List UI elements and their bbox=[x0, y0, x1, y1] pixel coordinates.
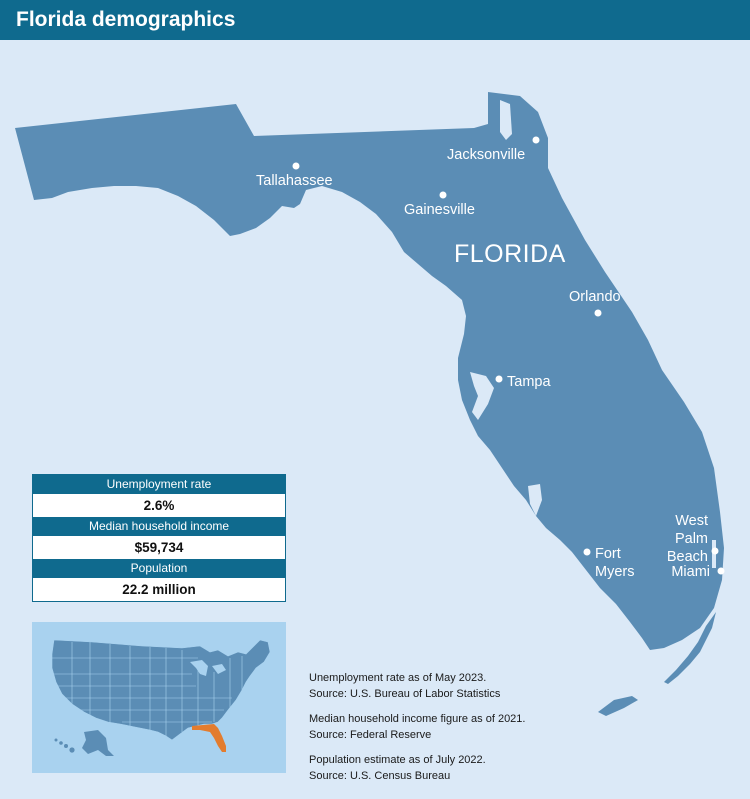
city-label-jacksonville: Jacksonville bbox=[447, 147, 525, 163]
population-label: Population bbox=[33, 559, 285, 578]
note-source: Source: Federal Reserve bbox=[309, 729, 432, 741]
note-source: Source: U.S. Bureau of Labor Statistics bbox=[309, 688, 501, 700]
charlotte-harbor bbox=[528, 484, 542, 516]
page-title: Florida demographics bbox=[16, 8, 236, 31]
city-dot-orlando bbox=[594, 309, 602, 317]
city-dot-tallahassee bbox=[292, 162, 300, 170]
note-line: Population estimate as of July 2022. bbox=[309, 754, 486, 766]
population-value: 22.2 million bbox=[33, 578, 285, 601]
header-bar: Florida demographics bbox=[0, 0, 750, 40]
note-income: Median household income figure as of 202… bbox=[309, 711, 729, 743]
state-label: FLORIDA bbox=[454, 240, 566, 268]
city-label-west-palm-beach: West Palm Beach bbox=[667, 513, 708, 565]
florida-highlight bbox=[192, 724, 226, 752]
florida-keys bbox=[664, 612, 716, 684]
city-dot-west-palm-beach bbox=[711, 547, 719, 555]
city-dot-gainesville bbox=[439, 191, 447, 199]
city-dot-fort-myers bbox=[583, 548, 591, 556]
city-label-tampa: Tampa bbox=[507, 374, 551, 390]
tampa-bay bbox=[470, 372, 494, 420]
state-borders bbox=[52, 642, 243, 736]
note-population: Population estimate as of July 2022. Sou… bbox=[309, 752, 729, 784]
income-value: $59,734 bbox=[33, 536, 285, 559]
unemployment-value: 2.6% bbox=[33, 494, 285, 517]
us-mainland bbox=[51, 639, 271, 741]
city-dot-tampa bbox=[495, 375, 503, 383]
city-label-fort-myers: Fort Myers bbox=[595, 546, 634, 580]
alaska bbox=[82, 730, 114, 756]
note-line: Median household income figure as of 202… bbox=[309, 713, 526, 725]
us-inset-map bbox=[32, 622, 286, 773]
unemployment-label: Unemployment rate bbox=[33, 475, 285, 494]
florida-shape bbox=[15, 92, 724, 650]
note-unemployment: Unemployment rate as of May 2023. Source… bbox=[309, 670, 729, 702]
us-map bbox=[51, 639, 271, 756]
city-label-gainesville: Gainesville bbox=[404, 202, 475, 218]
income-label: Median household income bbox=[33, 517, 285, 536]
key-west bbox=[598, 696, 638, 716]
florida-map: FLORIDA Jacksonville Tallahassee Gainesv… bbox=[15, 92, 725, 716]
jacksonville-notch bbox=[500, 100, 512, 140]
source-notes: Unemployment rate as of May 2023. Source… bbox=[309, 670, 729, 793]
city-dot-miami bbox=[717, 567, 725, 575]
city-label-orlando: Orlando bbox=[569, 289, 621, 305]
city-dot-jacksonville bbox=[532, 136, 540, 144]
city-label-tallahassee: Tallahassee bbox=[256, 173, 333, 189]
city-label-miami: Miami bbox=[671, 564, 710, 580]
note-line: Unemployment rate as of May 2023. bbox=[309, 672, 487, 684]
great-lakes bbox=[190, 660, 226, 676]
stats-table: Unemployment rate 2.6% Median household … bbox=[32, 474, 286, 602]
hawaii bbox=[54, 738, 75, 753]
note-source: Source: U.S. Census Bureau bbox=[309, 770, 451, 782]
